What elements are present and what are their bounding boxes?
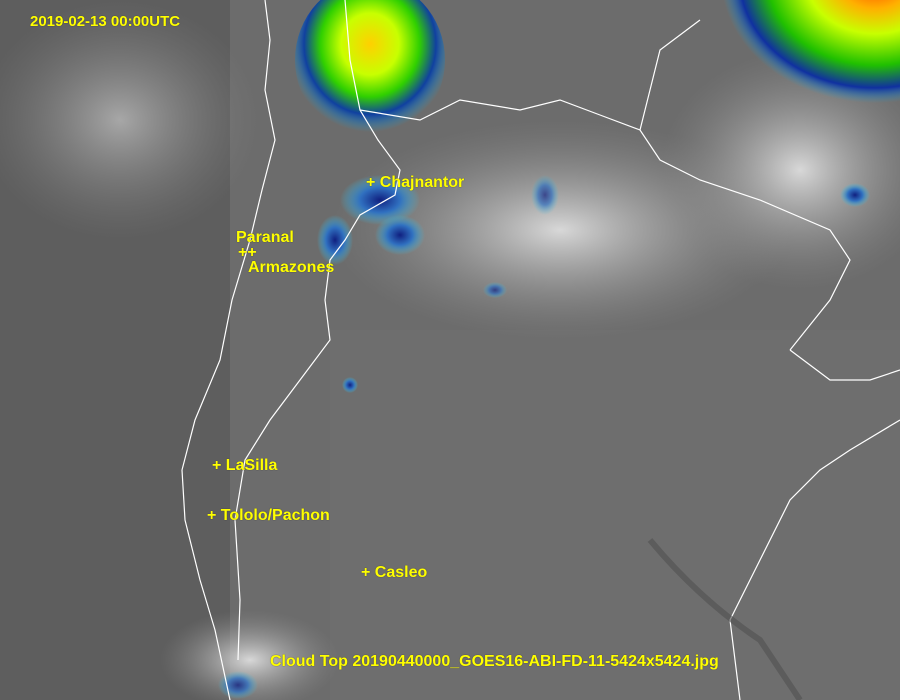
storm-cell xyxy=(295,0,445,140)
site-tololo-pachon: + Tololo/Pachon xyxy=(207,507,330,524)
timestamp: 2019-02-13 00:00UTC xyxy=(30,13,181,30)
storm-cell xyxy=(710,0,900,130)
site-armazones: Armazones xyxy=(248,259,335,276)
image-caption: Cloud Top 20190440000_GOES16-ABI-FD-11-5… xyxy=(270,653,719,670)
site-casleo: + Casleo xyxy=(361,564,428,581)
site-paranal: Paranal xyxy=(236,229,294,246)
site-markers-paranal-armazones: ++ xyxy=(238,244,257,261)
site-chajnantor: + Chajnantor xyxy=(366,174,465,191)
site-lasilla: + LaSilla xyxy=(212,457,278,474)
country-borders xyxy=(181,0,900,700)
